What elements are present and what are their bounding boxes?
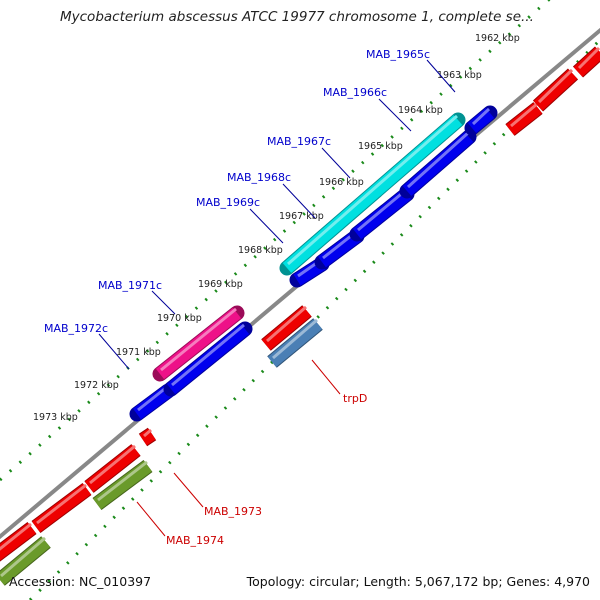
tick-label-1969-kbp: 1969 kbp [198, 279, 243, 290]
gene-mab-1965c[interactable] [282, 115, 463, 273]
gene-red-right-2[interactable] [533, 69, 578, 111]
leader-mab-1968c [282, 183, 316, 219]
leader-trpd [311, 359, 341, 395]
tick-label-1968-kbp: 1968 kbp [238, 245, 283, 256]
gene-mab-1969c-block[interactable] [402, 132, 474, 196]
gene-mab-1967c-block[interactable] [318, 230, 361, 268]
gene-red-lower-2-highlight [36, 483, 87, 525]
locus-label-mab-1971c[interactable]: MAB_1971c [98, 279, 162, 292]
tick-label-1971-kbp: 1971 kbp [116, 347, 161, 358]
locus-label-mab-1974[interactable]: MAB_1974 [166, 534, 224, 547]
gene-mab-1968c-block-highlight [357, 188, 407, 232]
gene-mab-1973-highlight [89, 444, 136, 485]
tick-label-1964-kbp: 1964 kbp [398, 105, 443, 116]
tick-label-1966-kbp: 1966 kbp [319, 177, 364, 188]
accession-label: Accession: NC_010397 [9, 574, 152, 589]
gene-mab-1971c-highlight [160, 307, 237, 372]
leader-mab-1974 [136, 501, 166, 537]
scale-track-outer [0, 0, 551, 482]
gene-mab-1969c-block-highlight [406, 131, 470, 189]
gene-mab-1964c-block-highlight [471, 107, 491, 126]
gene-red-lower-3-highlight [0, 522, 32, 551]
gene-trpd-upper[interactable] [261, 305, 312, 351]
locus-label-trpd[interactable]: trpD [343, 392, 367, 405]
gene-red-lower-2[interactable] [32, 483, 91, 533]
gene-mab-1972c-small-highlight [137, 385, 168, 412]
gene-red-lower-3[interactable] [0, 522, 36, 561]
gene-mab-1964c-block[interactable] [467, 108, 495, 133]
leader-mab-1967c [321, 147, 351, 179]
gene-trpd-highlight [272, 318, 318, 360]
locus-label-mab-1966c[interactable]: MAB_1966c [323, 86, 387, 99]
tick-label-1970-kbp: 1970 kbp [157, 313, 202, 324]
gene-red-right-2-highlight [537, 68, 574, 104]
genome-summary-label: Topology: circular; Length: 5,067,172 bp… [246, 574, 590, 589]
gene-mab-1968c-block[interactable] [352, 188, 412, 240]
gene-red-right-1[interactable] [505, 102, 543, 136]
gene-red-tiny[interactable] [139, 428, 156, 446]
gene-mab-1965c-highlight [287, 114, 458, 266]
gene-olive-lower[interactable] [0, 536, 51, 586]
gene-mab-1972c[interactable] [166, 323, 250, 395]
leader-mab-1972c [98, 333, 130, 370]
gene-trpd-upper-highlight [266, 305, 307, 343]
tick-label-1965-kbp: 1965 kbp [358, 141, 403, 152]
locus-label-mab-1969c[interactable]: MAB_1969c [196, 196, 260, 209]
gene-mab-1971c[interactable] [155, 307, 242, 380]
gene-olive-lower-highlight [0, 536, 46, 578]
locus-label-mab-1972c[interactable]: MAB_1972c [44, 322, 108, 335]
gene-trpd[interactable] [267, 318, 323, 368]
tick-label-1963-kbp: 1963 kbp [437, 70, 482, 81]
tick-label-1967-kbp: 1967 kbp [279, 211, 324, 222]
tick-label-1972-kbp: 1972 kbp [74, 380, 119, 391]
locus-label-mab-1968c[interactable]: MAB_1968c [227, 171, 291, 184]
gene-red-tiny-highlight [143, 428, 152, 438]
leader-mab-1971c [151, 290, 176, 315]
gene-mab-1973[interactable] [84, 444, 141, 493]
gene-red-right-3-highlight [577, 46, 600, 70]
tick-label-1973-kbp: 1973 kbp [33, 412, 78, 423]
gene-mab-1974[interactable] [93, 460, 152, 510]
leader-mab-1969c [249, 208, 284, 244]
map-title: Mycobacterium abscessus ATCC 19977 chrom… [60, 9, 534, 25]
gene-red-right-1-highlight [510, 102, 538, 128]
locus-label-mab-1973[interactable]: MAB_1973 [204, 505, 262, 518]
gene-red-right-3[interactable] [573, 47, 600, 77]
leader-mab-1965c [426, 59, 456, 93]
gene-mab-1972c-small[interactable] [133, 385, 172, 420]
leader-mab-1966c [378, 98, 412, 132]
gene-mab-1972c-highlight [171, 323, 245, 387]
locus-label-mab-1965c[interactable]: MAB_1965c [366, 48, 430, 61]
locus-label-mab-1967c[interactable]: MAB_1967c [267, 135, 331, 148]
gene-mab-1974-highlight [97, 460, 148, 502]
tick-label-1962-kbp: 1962 kbp [475, 33, 520, 44]
leader-mab-1973 [173, 472, 204, 508]
